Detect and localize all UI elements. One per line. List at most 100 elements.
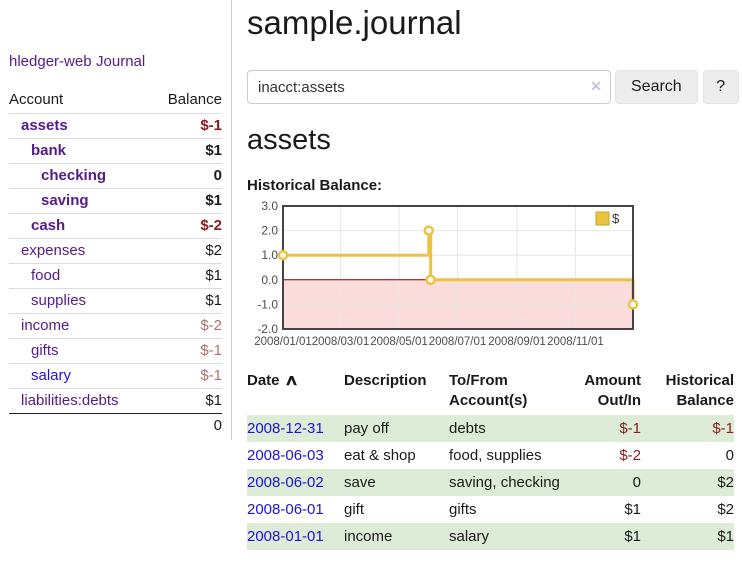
account-balance: $1 (151, 138, 222, 164)
register-row: 2008-06-02 save saving, checking 0 $2 (247, 468, 734, 496)
search-input[interactable] (247, 70, 611, 104)
chart-data-point[interactable] (627, 299, 639, 310)
account-balance: $2 (151, 238, 222, 264)
accounts-col-account: Account (9, 91, 64, 108)
account-link[interactable]: checking (41, 167, 107, 184)
register-col-date[interactable]: Date ∧ (247, 368, 344, 415)
transaction-amount: $1 (624, 527, 641, 545)
search-box: ✕ (247, 70, 611, 104)
transaction-date-link[interactable]: 2008-06-01 (247, 500, 324, 518)
chart-x-tick-label: 2008/07/01 (429, 336, 487, 348)
transaction-amount: $1 (624, 500, 641, 518)
search-row: ✕ Search ? (247, 70, 742, 104)
transaction-accounts: gifts (449, 500, 477, 518)
search-button[interactable]: Search (615, 70, 698, 104)
register-row: 2008-01-01 income salary $1 $1 (247, 522, 734, 550)
account-link[interactable]: salary (31, 367, 72, 384)
register-col-amount: Amount Out/In (584, 372, 641, 410)
account-row: cash $-2 (9, 213, 222, 239)
chart-y-tick-label: 0.0 (261, 273, 278, 287)
account-balance: $1 (151, 263, 222, 289)
main-panel: sample.journal ✕ Search ? assets Histori… (232, 0, 742, 550)
transaction-accounts: food, supplies (449, 446, 542, 464)
chart-y-tick-label: 2.0 (261, 224, 278, 238)
transaction-date-link[interactable]: 2008-01-01 (247, 527, 324, 545)
chart-y-tick-label: 1.0 (261, 248, 278, 262)
register-header-row: Date ∧ Description To/From Account(s) Amo… (247, 368, 734, 415)
page-title: sample.journal (247, 4, 462, 41)
account-link[interactable]: saving (41, 192, 89, 209)
account-row: gifts $-1 (9, 338, 222, 364)
account-row: checking 0 (9, 163, 222, 189)
sidebar: hledger-web Journal Account Balance asse… (0, 0, 232, 440)
transaction-description: eat & shop (344, 446, 416, 464)
sort-ascending-icon: ∧ (283, 372, 299, 389)
accounts-table: Account Balance assets $-1 bank $1 checking 0… (9, 88, 222, 438)
chart-data-point[interactable] (423, 225, 435, 236)
account-row: assets $-1 (9, 113, 222, 139)
account-row: salary $-1 (9, 363, 222, 389)
account-balance: $-1 (151, 113, 222, 139)
sidebar-item-journal[interactable]: Journal (96, 53, 146, 70)
account-row: saving $1 (9, 188, 222, 214)
chart-x-tick-label: 2008/05/01 (370, 336, 428, 348)
account-link[interactable]: income (21, 317, 70, 334)
account-row: supplies $1 (9, 288, 222, 314)
register-table: Date ∧ Description To/From Account(s) Amo… (247, 368, 734, 550)
chart-legend-swatch (595, 211, 610, 226)
accounts-total-value: 0 (9, 413, 222, 438)
account-link[interactable]: bank (31, 142, 67, 159)
transaction-amount: $-1 (619, 419, 641, 437)
account-balance: $1 (151, 388, 222, 414)
transaction-description: gift (344, 500, 365, 518)
accounts-col-balance: Balance (167, 91, 222, 108)
transaction-description: pay off (344, 419, 389, 437)
register-col-balance: Historical Balance (665, 372, 734, 410)
account-balance: $-2 (151, 213, 222, 239)
account-link[interactable]: food (31, 267, 61, 284)
chart-x-tick-label: 2008/11/01 (547, 336, 604, 348)
app-title-link[interactable]: hledger-web (9, 53, 92, 70)
account-balance: $1 (151, 288, 222, 314)
account-row: bank $1 (9, 138, 222, 164)
account-heading: assets (247, 124, 331, 156)
account-balance: $-1 (151, 338, 222, 364)
help-button[interactable]: ? (702, 70, 739, 104)
chart-container: $3.0 2.0 1.0 0.0 -1.0 -2.0 2008/01/01 2008/03/0… (247, 199, 742, 356)
transaction-accounts: saving, checking (449, 473, 560, 491)
chart-data-point[interactable] (425, 274, 436, 286)
chart-legend-label: $ (612, 211, 620, 226)
account-balance: $-1 (151, 363, 222, 389)
account-row: liabilities:debts $1 (9, 388, 222, 414)
accounts-header-row: Account Balance (9, 88, 222, 114)
transaction-description: save (344, 473, 376, 491)
chart-data-point[interactable] (277, 249, 289, 261)
chart-y-tick-label: 3.0 (261, 201, 278, 213)
account-balance: $-2 (151, 313, 222, 339)
register-row: 2008-06-01 gift gifts $1 $2 (247, 496, 734, 523)
chart-x-tick-label: 2008/01/01 (254, 336, 312, 348)
chart-x-tick-label: 2008/03/01 (312, 336, 370, 348)
account-link[interactable]: supplies (31, 292, 87, 309)
transaction-date-link[interactable]: 2008-06-03 (247, 446, 324, 464)
transaction-description: income (344, 527, 393, 545)
transaction-date-link[interactable]: 2008-12-31 (247, 419, 324, 437)
register-col-description: Description (344, 372, 427, 389)
transaction-balance: $2 (717, 500, 734, 518)
account-link[interactable]: expenses (21, 242, 86, 259)
transaction-date-link[interactable]: 2008-06-02 (247, 473, 324, 491)
account-row: food $1 (9, 263, 222, 289)
account-link[interactable]: liabilities:debts (21, 392, 119, 409)
transaction-amount: $-2 (619, 446, 641, 464)
transaction-balance: $-1 (712, 419, 734, 437)
account-link[interactable]: gifts (31, 342, 59, 359)
transaction-balance: $1 (717, 527, 734, 545)
account-row: expenses $2 (9, 238, 222, 264)
clear-search-icon[interactable]: ✕ (590, 78, 602, 94)
chart-y-tick-label: -1.0 (257, 297, 278, 311)
transaction-balance: $2 (717, 473, 734, 491)
register-col-tofrom: To/From Account(s) (449, 372, 528, 410)
account-link[interactable]: cash (31, 217, 66, 234)
account-link[interactable]: assets (21, 117, 68, 134)
